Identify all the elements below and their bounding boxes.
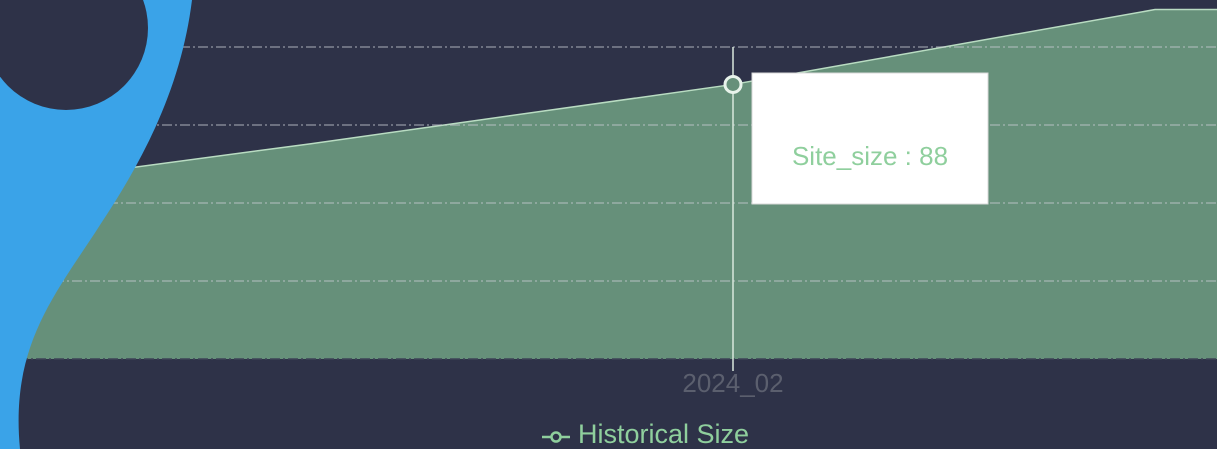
tooltip-text: Site_size : 88	[792, 141, 948, 171]
decoration	[0, 0, 192, 449]
overlay: 2024_02 Site_size : 88 Historical Size	[542, 47, 989, 449]
decoration	[0, 0, 148, 110]
legend-label: Historical Size	[578, 419, 749, 449]
x-tick-label: 2024_02	[682, 368, 783, 398]
tooltip	[751, 72, 989, 205]
point	[723, 74, 743, 94]
legend-icon	[550, 431, 562, 443]
